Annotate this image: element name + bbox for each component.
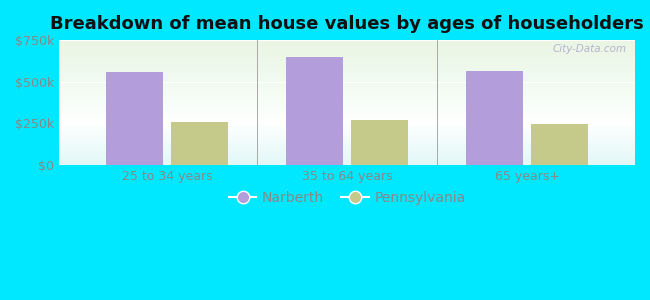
- Bar: [286, 57, 343, 165]
- Bar: [350, 120, 408, 165]
- Legend: Narberth, Pennsylvania: Narberth, Pennsylvania: [223, 185, 471, 210]
- Bar: [171, 122, 228, 165]
- Bar: [530, 124, 588, 165]
- Text: City-Data.com: City-Data.com: [552, 44, 627, 54]
- Bar: [466, 71, 523, 165]
- Bar: [106, 72, 164, 165]
- Title: Breakdown of mean house values by ages of householders: Breakdown of mean house values by ages o…: [50, 15, 644, 33]
